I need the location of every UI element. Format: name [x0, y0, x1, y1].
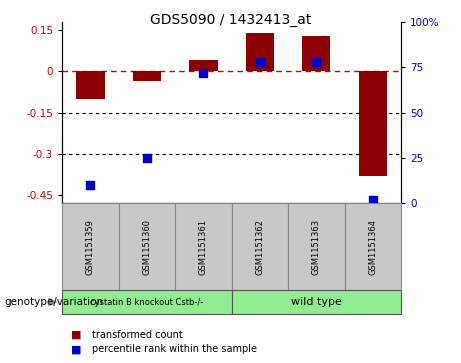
Text: GSM1151361: GSM1151361: [199, 219, 208, 275]
Text: GSM1151359: GSM1151359: [86, 219, 95, 275]
Bar: [77, 71, 105, 99]
Point: [87, 182, 94, 188]
Text: GSM1151364: GSM1151364: [368, 219, 378, 275]
Point: [256, 59, 264, 65]
Bar: [288, 203, 344, 290]
Bar: [231, 290, 401, 314]
Text: percentile rank within the sample: percentile rank within the sample: [92, 344, 257, 354]
Bar: [302, 36, 331, 71]
Bar: [189, 60, 218, 71]
Bar: [175, 203, 231, 290]
Text: cystatin B knockout Cstb-/-: cystatin B knockout Cstb-/-: [90, 298, 204, 307]
Bar: [118, 203, 175, 290]
Bar: [344, 203, 401, 290]
Text: GSM1151363: GSM1151363: [312, 219, 321, 275]
Text: GDS5090 / 1432413_at: GDS5090 / 1432413_at: [150, 13, 311, 27]
Bar: [359, 71, 387, 176]
Text: ■: ■: [71, 330, 82, 340]
Text: GSM1151360: GSM1151360: [142, 219, 152, 275]
Point: [200, 70, 207, 76]
Bar: [231, 203, 288, 290]
Bar: [62, 203, 118, 290]
Bar: [246, 33, 274, 71]
Text: genotype/variation: genotype/variation: [5, 297, 104, 307]
Text: GSM1151362: GSM1151362: [255, 219, 265, 275]
Point: [369, 197, 377, 203]
Text: transformed count: transformed count: [92, 330, 183, 340]
Bar: [62, 290, 231, 314]
Text: wild type: wild type: [291, 297, 342, 307]
Point: [313, 59, 320, 65]
Text: ■: ■: [71, 344, 82, 354]
Point: [143, 155, 151, 161]
Bar: [133, 71, 161, 81]
